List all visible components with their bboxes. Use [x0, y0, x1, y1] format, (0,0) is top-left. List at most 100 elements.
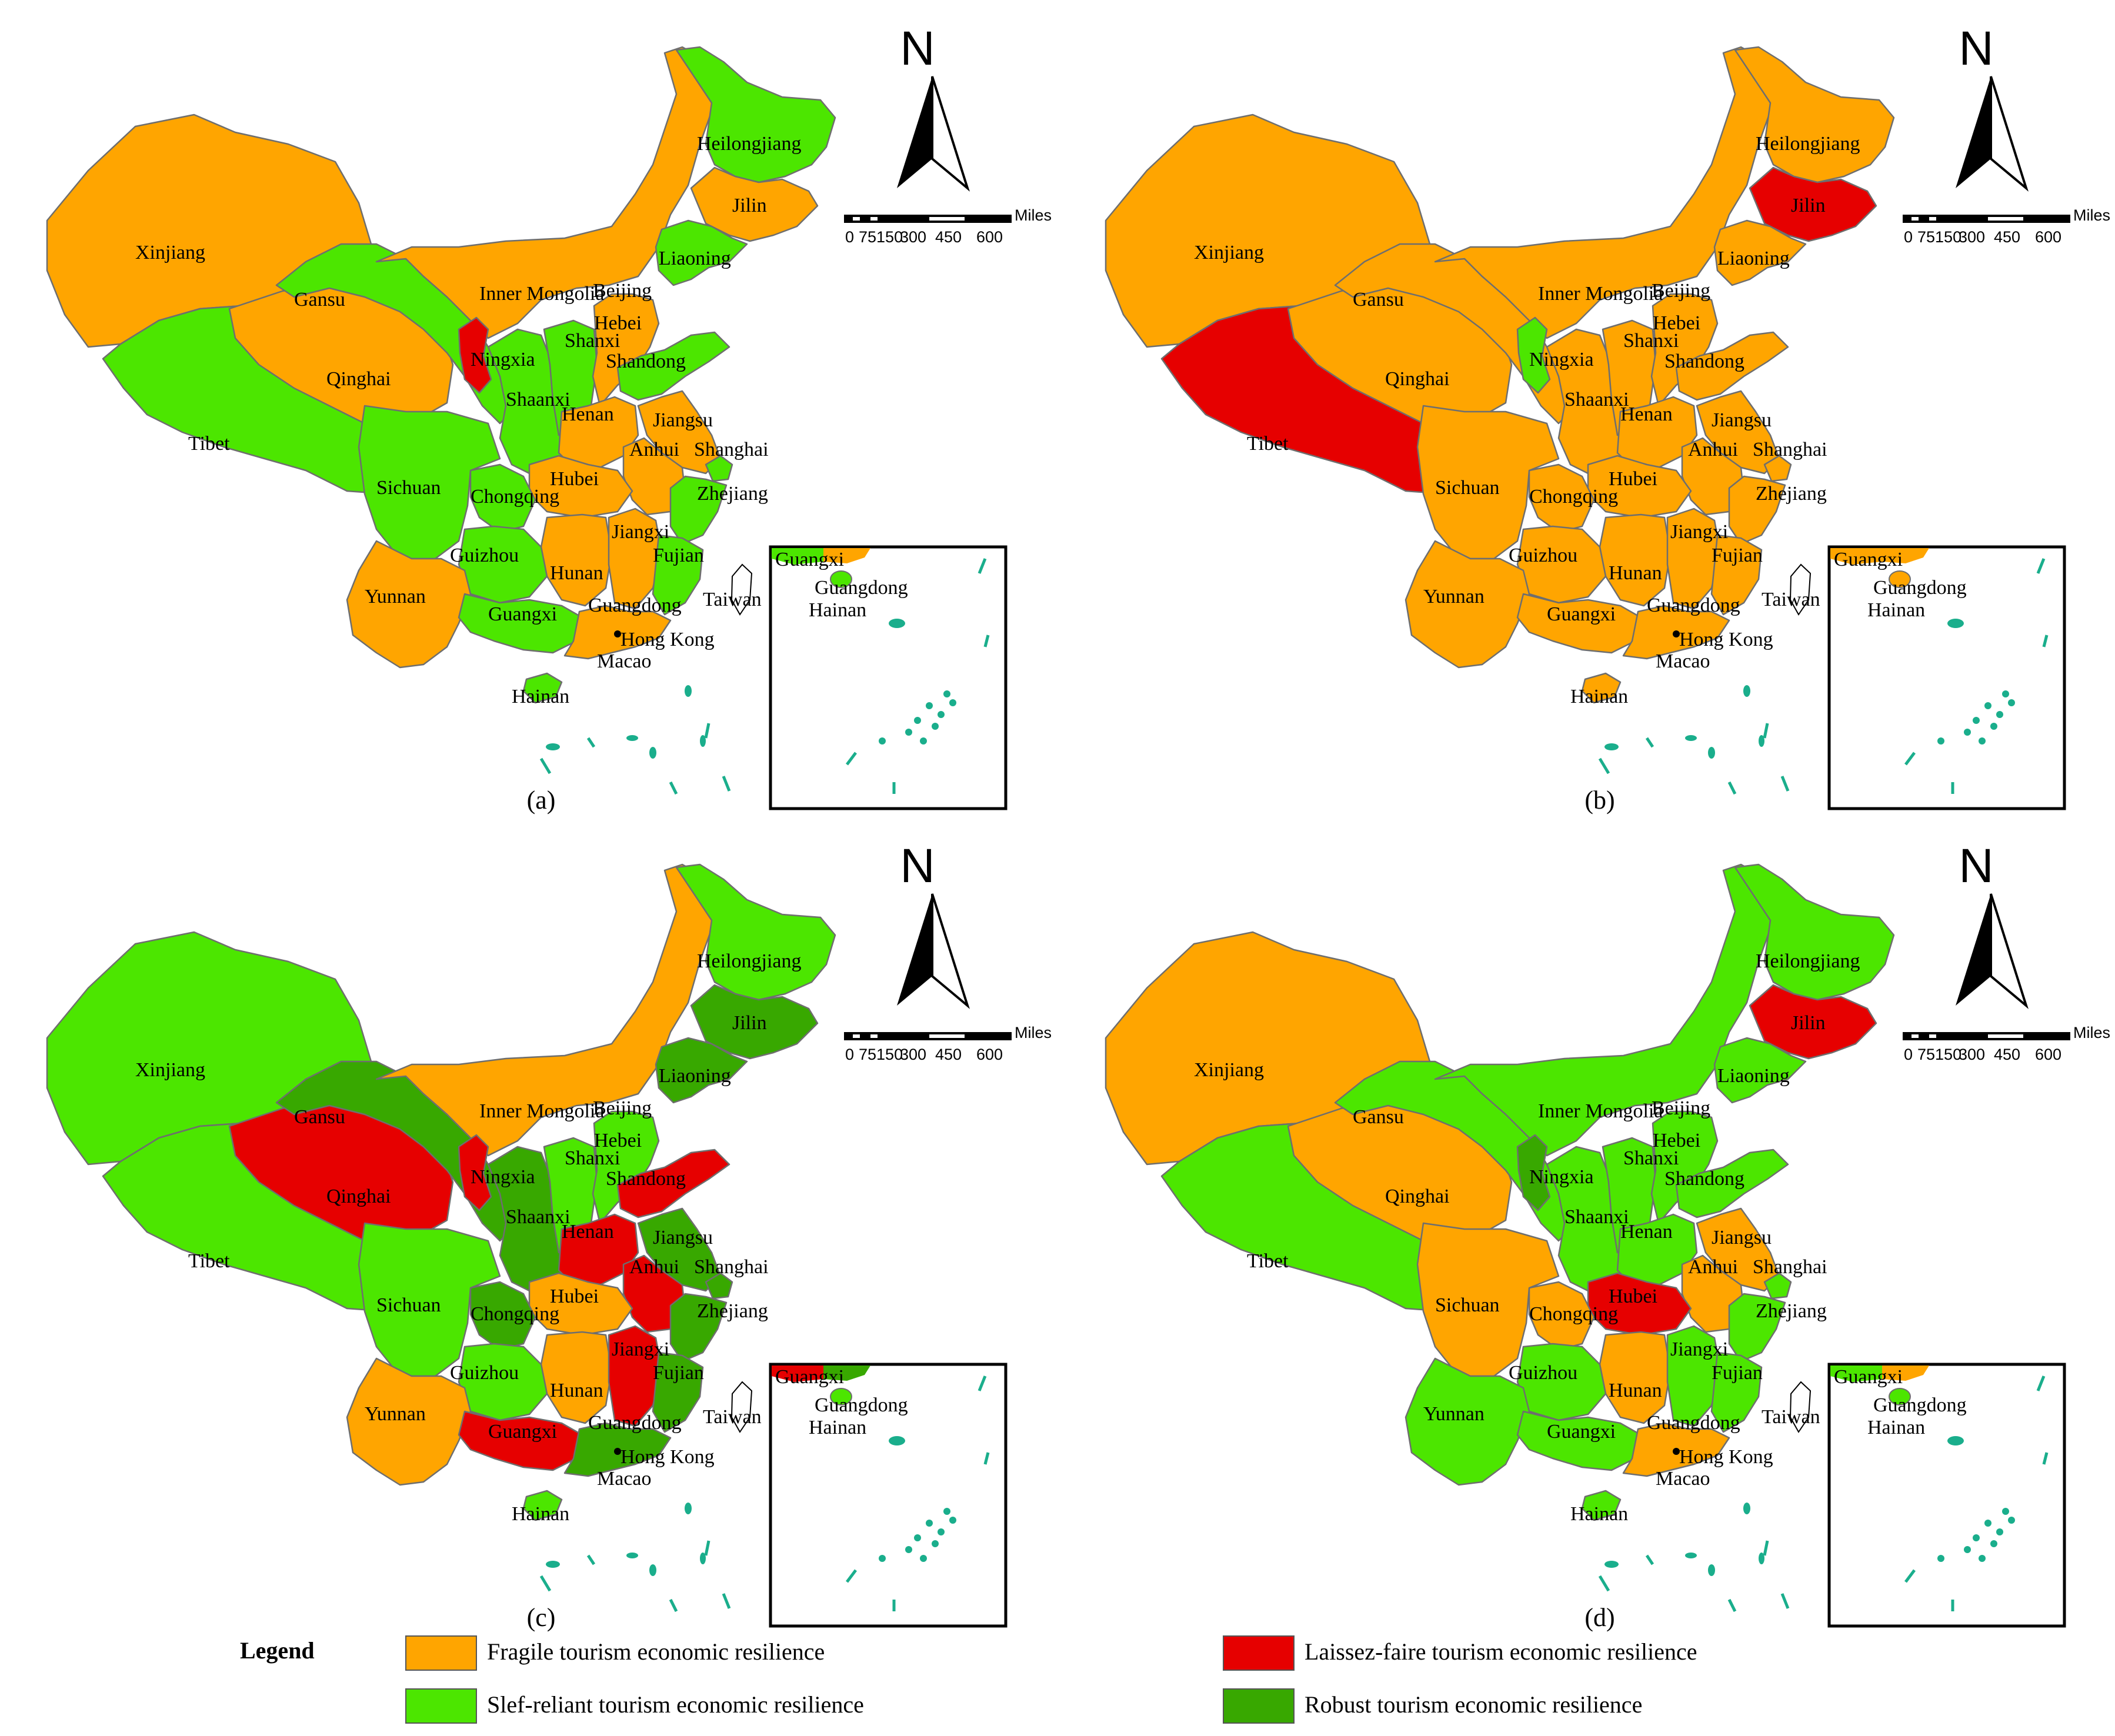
province-label-yunnan: Yunnan [1423, 1403, 1484, 1425]
province-label-shanxi: Shanxi [565, 330, 620, 352]
sea-boundary-dash [1780, 776, 1790, 792]
province-zhejiang [1728, 475, 1786, 545]
scale-bar-body [1903, 215, 2070, 223]
scale-bar-tick: 300 [900, 1046, 926, 1063]
scale-bar-tick: 75150 [859, 1046, 903, 1063]
legend-label-laissez-faire: Laissez-faire tourism economic resilienc… [1305, 1638, 1697, 1665]
province-label-guangdong: Guangdong [588, 1412, 682, 1434]
province-labels: Xinjiang Tibet Qinghai Gansu Inner Mongolia N… [1194, 950, 1860, 1525]
inset-island [1947, 1436, 1964, 1445]
map-panel-d: Xinjiang Tibet Qinghai Gansu Inner Mongolia N… [1105, 839, 2110, 1632]
province-label-yunnan: Yunnan [365, 586, 426, 607]
province-label-anhui: Anhui [629, 439, 679, 460]
province-label-tibet: Tibet [188, 1250, 230, 1272]
province-label-shaanxi: Shaanxi [1564, 389, 1629, 410]
scale-bar-tick: 600 [976, 228, 1003, 246]
sea-boundary-dash [704, 1540, 710, 1556]
province-label-jilin: Jilin [732, 1012, 767, 1034]
province-shanghai [705, 1272, 733, 1300]
inset-island [914, 717, 921, 724]
province-label-liaoning: Liaoning [659, 1065, 731, 1087]
province-guangxi [458, 593, 583, 654]
province-label-qinghai: Qinghai [326, 1186, 391, 1207]
region-taiwan [1789, 563, 1812, 616]
inset-island [920, 737, 927, 745]
province-label-xinjiang: Xinjiang [1194, 242, 1264, 263]
province-label-shaanxi: Shaanxi [506, 389, 571, 410]
north-arrow: N [1956, 839, 2029, 1009]
panel-letter: (a) [527, 786, 556, 814]
province-label-hunan: Hunan [1609, 562, 1662, 584]
inset-island [1979, 737, 1986, 745]
province-label-jiangsu: Jiangsu [1712, 409, 1772, 431]
province-label-ningxia: Ningxia [471, 349, 535, 370]
inset-boundary-dash [978, 1376, 987, 1391]
province-layer [1105, 863, 1895, 1521]
province-label-jilin: Jilin [732, 195, 767, 216]
province-label-fujian: Fujian [1712, 545, 1763, 566]
north-arrow-left-half [1956, 76, 1991, 188]
north-arrow-left-half [897, 76, 932, 188]
scale-bar-body [1903, 1032, 2070, 1040]
province-label-tibet: Tibet [188, 433, 230, 455]
province-label-gansu: Gansu [1353, 289, 1404, 311]
scale-bar-segment [1911, 217, 1919, 221]
region-label-hong-kong: Hong Kong [1679, 1446, 1773, 1468]
province-label-shaanxi: Shaanxi [1564, 1206, 1629, 1228]
scale-bar-tick: 450 [1994, 228, 2020, 246]
province-label-jiangxi: Jiangxi [1670, 1338, 1728, 1360]
map-panel-c: Xinjiang Tibet Qinghai Gansu Inner Mongolia N… [46, 839, 1052, 1632]
north-arrow: N [1956, 22, 2029, 192]
province-label-zhejiang: Zhejiang [1756, 483, 1827, 505]
province-label-shanghai: Shanghai [694, 439, 769, 460]
province-shandong [616, 331, 730, 401]
province-label-shandong: Shandong [606, 1168, 686, 1190]
province-label-inner-mongolia: Inner Mongolia [1538, 1100, 1663, 1122]
province-sichuan [1416, 1222, 1560, 1377]
province-label-hainan: Hainan [1570, 1503, 1628, 1525]
region-hong-kong [614, 630, 621, 637]
province-label-guangxi: Guangxi [488, 1421, 557, 1443]
province-label-hebei: Hebei [1653, 312, 1700, 334]
province-label-heilongjiang: Heilongjiang [1756, 950, 1860, 972]
province-label-zhejiang: Zhejiang [697, 1300, 768, 1322]
province-label-shandong: Shandong [1664, 1168, 1744, 1190]
province-fujian [1710, 534, 1763, 616]
scale-bar-unit: Miles [2073, 206, 2110, 224]
legend-item-laissez-faire: Laissez-faire tourism economic resilienc… [1223, 1635, 1697, 1671]
province-label-xinjiang: Xinjiang [1194, 1059, 1264, 1081]
legend-swatch-laissez-faire [1223, 1635, 1295, 1671]
north-label: N [900, 839, 935, 893]
inset-label-guangdong: Guangdong [1873, 1394, 1967, 1416]
inset-island [949, 1517, 956, 1524]
province-label-liaoning: Liaoning [659, 248, 731, 269]
province-ningxia [1516, 1134, 1551, 1211]
sea-islands [539, 685, 731, 795]
inset-island [926, 1520, 933, 1527]
inset-boundary-dash [846, 752, 857, 766]
scale-bar-tick: 450 [935, 1046, 962, 1063]
region-label-hong-kong: Hong Kong [1679, 629, 1773, 650]
inset-guangxi [772, 548, 823, 565]
province-labels: Xinjiang Tibet Qinghai Gansu Inner Mongolia N… [135, 950, 802, 1525]
province-label-hebei: Hebei [594, 312, 642, 334]
province-label-xinjiang: Xinjiang [135, 1059, 205, 1081]
province-label-guangxi: Guangxi [1547, 1421, 1616, 1443]
province-label-gansu: Gansu [294, 1106, 345, 1128]
region-label-taiwan: Taiwan [1762, 589, 1820, 610]
province-labels: Xinjiang Tibet Qinghai Gansu Inner Mongolia N… [135, 133, 802, 707]
inset-island [905, 729, 912, 736]
map-panels: Xinjiang Tibet Qinghai Gansu Inner Mongolia N… [46, 22, 2110, 1632]
north-label: N [1959, 839, 1993, 893]
province-label-shanxi: Shanxi [1623, 330, 1679, 352]
sea-boundary-dash [1763, 1540, 1769, 1556]
province-hubei [528, 1272, 633, 1336]
region-label-taiwan: Taiwan [703, 1406, 762, 1428]
province-chongqing [469, 1281, 536, 1351]
province-zhejiang [669, 475, 728, 545]
province-label-sichuan: Sichuan [376, 1294, 441, 1316]
scale-bar-unit: Miles [1015, 1024, 1052, 1041]
